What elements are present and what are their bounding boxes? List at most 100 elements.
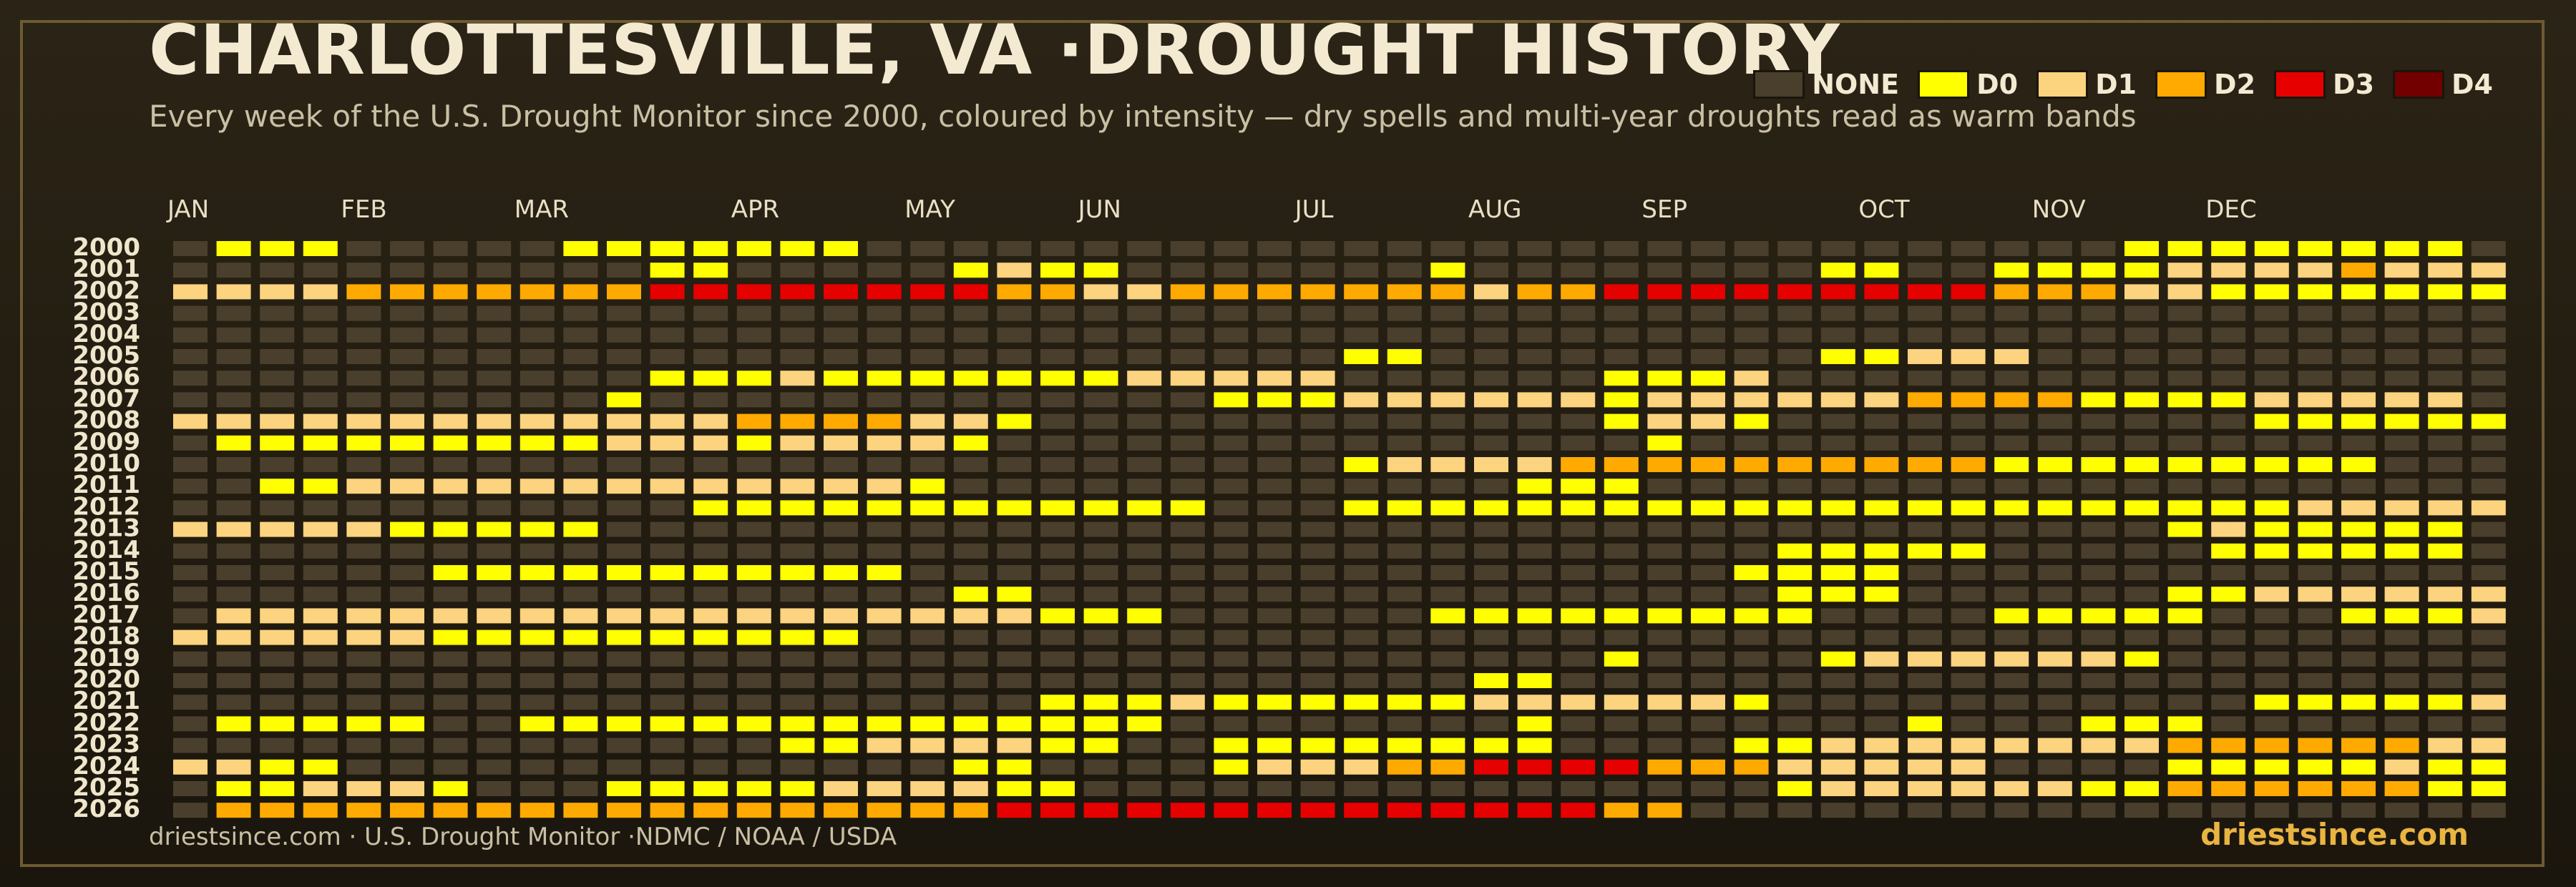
cell-2018-w17[interactable] [867, 629, 902, 645]
cell-2022-w27[interactable] [1300, 716, 1335, 732]
cell-2002-w17[interactable] [867, 284, 902, 300]
cell-2016-w50[interactable] [2298, 587, 2333, 602]
cell-2021-w34[interactable] [1604, 695, 1639, 710]
cell-2016-w10[interactable] [563, 587, 598, 602]
cell-2000-w31[interactable] [1474, 241, 1508, 256]
cell-2010-w5[interactable] [346, 457, 381, 472]
cell-2011-w40[interactable] [1864, 479, 1899, 494]
cell-2026-w47[interactable] [2167, 803, 2202, 818]
cell-2011-w48[interactable] [2211, 479, 2246, 494]
cell-2003-w46[interactable] [2124, 305, 2159, 321]
cell-2026-w27[interactable] [1300, 803, 1335, 818]
cell-2026-w43[interactable] [1994, 803, 2029, 818]
cell-2004-w51[interactable] [2341, 327, 2376, 343]
cell-2011-w44[interactable] [2037, 479, 2072, 494]
cell-2025-w47[interactable] [2167, 781, 2202, 796]
cell-2014-w44[interactable] [2037, 543, 2072, 559]
cell-2018-w43[interactable] [1994, 629, 2029, 645]
cell-2008-w50[interactable] [2298, 413, 2333, 429]
cell-2014-w10[interactable] [563, 543, 598, 559]
cell-2021-w10[interactable] [563, 695, 598, 710]
cell-2019-w22[interactable] [1083, 651, 1118, 667]
cell-2010-w26[interactable] [1257, 457, 1292, 472]
cell-2002-w13[interactable] [693, 284, 728, 300]
cell-2016-w9[interactable] [519, 587, 555, 602]
cell-2006-w23[interactable] [1127, 371, 1162, 386]
cell-2026-w13[interactable] [693, 803, 728, 818]
cell-2020-w37[interactable] [1734, 673, 1769, 688]
cell-2025-w34[interactable] [1604, 781, 1639, 796]
cell-2022-w37[interactable] [1734, 716, 1769, 732]
cell-2026-w1[interactable] [173, 803, 208, 818]
cell-2017-w24[interactable] [1170, 608, 1205, 624]
cell-2020-w36[interactable] [1691, 673, 1725, 688]
cell-2013-w37[interactable] [1734, 521, 1769, 537]
cell-2015-w35[interactable] [1647, 565, 1682, 580]
cell-2004-w10[interactable] [563, 327, 598, 343]
cell-2014-w15[interactable] [780, 543, 815, 559]
cell-2008-w29[interactable] [1387, 413, 1422, 429]
cell-2009-w44[interactable] [2037, 435, 2072, 451]
cell-2020-w39[interactable] [1820, 673, 1855, 688]
cell-2013-w50[interactable] [2298, 521, 2333, 537]
cell-2023-w51[interactable] [2341, 737, 2376, 753]
cell-2021-w5[interactable] [346, 695, 381, 710]
cell-2011-w19[interactable] [953, 479, 988, 494]
cell-2006-w27[interactable] [1300, 371, 1335, 386]
cell-2020-w32[interactable] [1517, 673, 1552, 688]
cell-2018-w24[interactable] [1170, 629, 1205, 645]
cell-2007-w53[interactable] [2428, 392, 2463, 408]
cell-2024-w25[interactable] [1214, 759, 1249, 775]
cell-2013-w27[interactable] [1300, 521, 1335, 537]
cell-2019-w33[interactable] [1561, 651, 1596, 667]
cell-2012-w5[interactable] [346, 500, 381, 516]
cell-2026-w14[interactable] [736, 803, 771, 818]
cell-2005-w5[interactable] [346, 349, 381, 364]
cell-2026-w30[interactable] [1430, 803, 1465, 818]
cell-2012-w19[interactable] [953, 500, 988, 516]
cell-2020-w9[interactable] [519, 673, 555, 688]
cell-2021-w21[interactable] [1040, 695, 1075, 710]
cell-2006-w46[interactable] [2124, 371, 2159, 386]
cell-2020-w22[interactable] [1083, 673, 1118, 688]
cell-2021-w3[interactable] [260, 695, 295, 710]
cell-2023-w11[interactable] [607, 737, 641, 753]
cell-2022-w12[interactable] [650, 716, 685, 732]
cell-2023-w14[interactable] [736, 737, 771, 753]
cell-2008-w33[interactable] [1561, 413, 1596, 429]
cell-2011-w39[interactable] [1820, 479, 1855, 494]
cell-2017-w23[interactable] [1127, 608, 1162, 624]
cell-2026-w8[interactable] [477, 803, 512, 818]
cell-2013-w20[interactable] [997, 521, 1032, 537]
cell-2011-w2[interactable] [216, 479, 251, 494]
cell-2020-w19[interactable] [953, 673, 988, 688]
cell-2024-w1[interactable] [173, 759, 208, 775]
cell-2021-w36[interactable] [1691, 695, 1725, 710]
cell-2022-w33[interactable] [1561, 716, 1596, 732]
cell-2013-w33[interactable] [1561, 521, 1596, 537]
cell-2008-w52[interactable] [2384, 413, 2419, 429]
cell-2010-w3[interactable] [260, 457, 295, 472]
cell-2010-w44[interactable] [2037, 457, 2072, 472]
cell-2021-w15[interactable] [780, 695, 815, 710]
cell-2022-w25[interactable] [1214, 716, 1249, 732]
cell-2019-w45[interactable] [2081, 651, 2116, 667]
cell-2026-w7[interactable] [433, 803, 468, 818]
cell-2021-w42[interactable] [1951, 695, 1986, 710]
cell-2002-w54[interactable] [2471, 284, 2506, 300]
cell-2026-w31[interactable] [1474, 803, 1508, 818]
cell-2007-w11[interactable] [607, 392, 641, 408]
cell-2020-w6[interactable] [390, 673, 424, 688]
cell-2005-w44[interactable] [2037, 349, 2072, 364]
cell-2004-w5[interactable] [346, 327, 381, 343]
cell-2003-w38[interactable] [1777, 305, 1813, 321]
cell-2019-w54[interactable] [2471, 651, 2506, 667]
cell-2018-w44[interactable] [2037, 629, 2072, 645]
cell-2018-w31[interactable] [1474, 629, 1508, 645]
cell-2010-w45[interactable] [2081, 457, 2116, 472]
cell-2017-w32[interactable] [1517, 608, 1552, 624]
cell-2006-w49[interactable] [2254, 371, 2289, 386]
cell-2017-w25[interactable] [1214, 608, 1249, 624]
cell-2008-w47[interactable] [2167, 413, 2202, 429]
cell-2007-w31[interactable] [1474, 392, 1508, 408]
